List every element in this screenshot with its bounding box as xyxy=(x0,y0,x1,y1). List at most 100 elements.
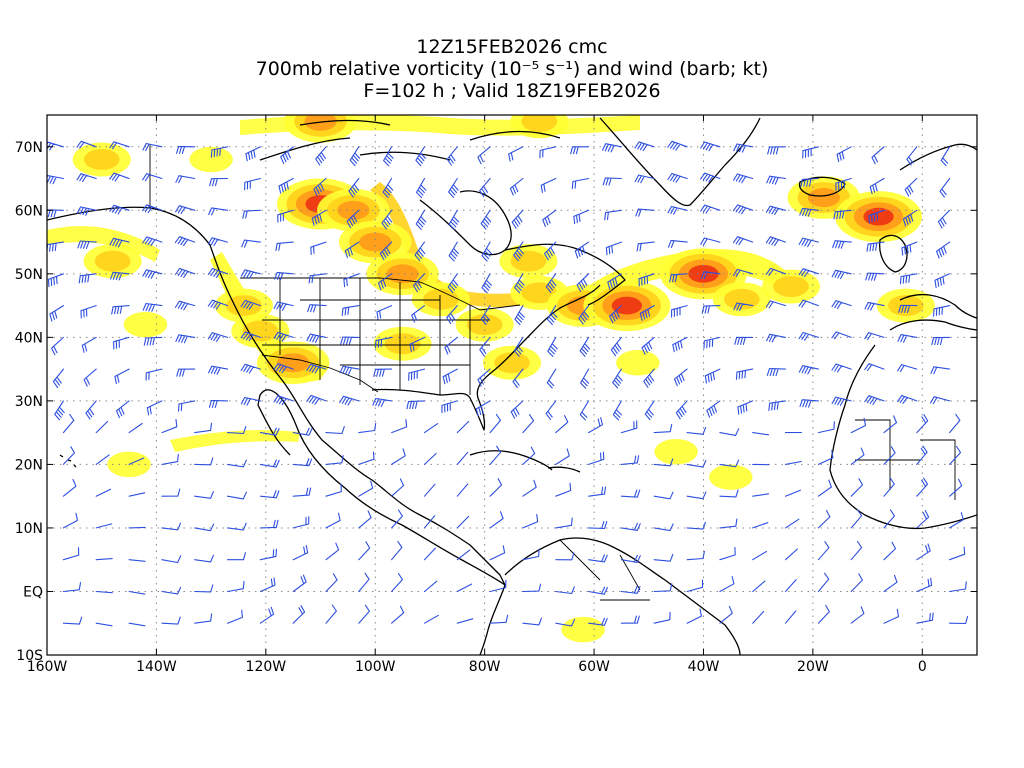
wind-barb-148 xyxy=(307,304,327,313)
wind-barb-427 xyxy=(292,605,306,624)
wind-barb-233 xyxy=(339,395,360,406)
wind-barb-19 xyxy=(667,140,688,151)
wind-barb-436 xyxy=(588,617,608,626)
wind-barb-124 xyxy=(447,273,459,294)
wind-barb-238 xyxy=(510,400,524,419)
coastline-south-america xyxy=(504,537,741,655)
wind-barb-111 xyxy=(936,241,951,259)
wind-barb-191 xyxy=(798,331,819,341)
wind-barb-198 xyxy=(114,368,130,385)
wind-barb-359 xyxy=(817,509,831,529)
wind-barb-252 xyxy=(62,413,75,434)
wind-barb-194 xyxy=(897,334,918,343)
vorticity-contour-13-1 xyxy=(723,288,760,310)
wind-barb-441 xyxy=(752,610,765,624)
wind-barb-54 xyxy=(904,177,918,197)
wind-barb-11 xyxy=(415,146,426,167)
wind-barb-60 xyxy=(175,205,196,215)
wind-barb-244 xyxy=(706,400,721,418)
wind-barb-100 xyxy=(574,241,590,259)
wind-barb-27 xyxy=(940,146,951,167)
wind-barb-115 xyxy=(142,269,163,279)
wind-barb-140 xyxy=(49,305,64,322)
coastline-arctic-archipelago xyxy=(259,119,561,161)
wind-barb-284 xyxy=(194,457,214,466)
wind-barb-260 xyxy=(325,426,345,435)
wind-barb-112 xyxy=(47,273,64,288)
wind-barb-33 xyxy=(209,177,229,187)
vorticity-contour-5-2 xyxy=(359,232,392,252)
wind-barb-256 xyxy=(194,422,213,434)
wind-barb-237 xyxy=(475,400,491,417)
wind-barb-374 xyxy=(391,540,403,561)
wind-barb-370 xyxy=(259,548,277,561)
wind-barb-36 xyxy=(313,177,327,197)
wind-barb-199 xyxy=(145,368,163,381)
wind-barb-74 xyxy=(635,208,655,217)
wind-barb-282 xyxy=(128,457,145,465)
wind-barb-287 xyxy=(292,458,313,467)
wind-barb-179 xyxy=(409,336,426,352)
wind-barb-273 xyxy=(752,432,770,436)
wind-barb-139 xyxy=(934,273,951,289)
wind-barb-78 xyxy=(765,205,787,216)
vorticity-contour-28-1 xyxy=(494,352,530,374)
wind-barb-184 xyxy=(579,336,591,357)
wind-barb-56 xyxy=(47,209,64,218)
wind-barb-395 xyxy=(161,586,182,595)
wind-barb-73 xyxy=(604,209,622,221)
wind-barb-67 xyxy=(415,209,427,230)
border-us-canada xyxy=(240,277,521,311)
wind-barb-38 xyxy=(382,177,394,198)
wind-barb-312 xyxy=(194,491,214,499)
lat-label-5: 20N xyxy=(15,457,43,473)
coastline-europe xyxy=(879,234,977,331)
wind-barb-20 xyxy=(700,141,721,152)
lat-label-3: 40N xyxy=(15,330,43,346)
wind-barb-298 xyxy=(653,458,674,467)
wind-barb-280 xyxy=(62,446,76,465)
wind-barb-7 xyxy=(280,146,294,164)
wind-barb-35 xyxy=(278,177,294,194)
wind-barb-175 xyxy=(273,331,294,342)
wind-barb-82 xyxy=(902,209,918,227)
wind-barb-386 xyxy=(784,548,798,561)
wind-barb-221 xyxy=(864,363,885,372)
wind-barb-411 xyxy=(686,579,704,593)
wind-barb-163 xyxy=(798,299,819,308)
wind-barb-445 xyxy=(883,608,900,624)
wind-barb-254 xyxy=(128,422,143,434)
wind-barb-408 xyxy=(588,586,608,595)
wind-barb-151 xyxy=(411,305,426,323)
wind-barb-311 xyxy=(161,488,181,497)
wind-barb-296 xyxy=(588,451,605,465)
wind-barb-117 xyxy=(207,267,229,278)
wind-barb-6 xyxy=(245,146,261,162)
wind-barb-323 xyxy=(555,482,572,497)
wind-barb-313 xyxy=(226,491,247,500)
wind-barb-160 xyxy=(701,305,721,314)
wind-barb-388 xyxy=(850,540,863,561)
wind-barb-204 xyxy=(306,363,327,374)
wind-barb-70 xyxy=(511,209,524,229)
wind-barb-157 xyxy=(609,305,622,324)
vorticity-contour-18-1 xyxy=(94,250,131,272)
wind-barb-371 xyxy=(292,545,309,561)
wind-barb-344 xyxy=(325,512,341,529)
wind-barb-435 xyxy=(555,618,576,627)
wind-barb-342 xyxy=(259,519,279,529)
wind-barb-236 xyxy=(441,400,458,414)
wind-barb-351 xyxy=(555,517,573,529)
wind-barb-407 xyxy=(555,586,575,595)
wind-barb-380 xyxy=(588,554,608,563)
wind-barb-13 xyxy=(477,146,491,165)
wind-barb-189 xyxy=(734,336,754,345)
wind-barb-69 xyxy=(480,209,492,230)
wind-barb-166 xyxy=(898,304,918,314)
wind-barb-297 xyxy=(620,455,640,465)
wind-barb-187 xyxy=(672,336,688,353)
wind-barb-404 xyxy=(456,583,473,593)
wind-barb-173 xyxy=(207,332,229,342)
wind-barb-257 xyxy=(226,426,247,435)
coastline-scandinavia xyxy=(899,143,977,171)
